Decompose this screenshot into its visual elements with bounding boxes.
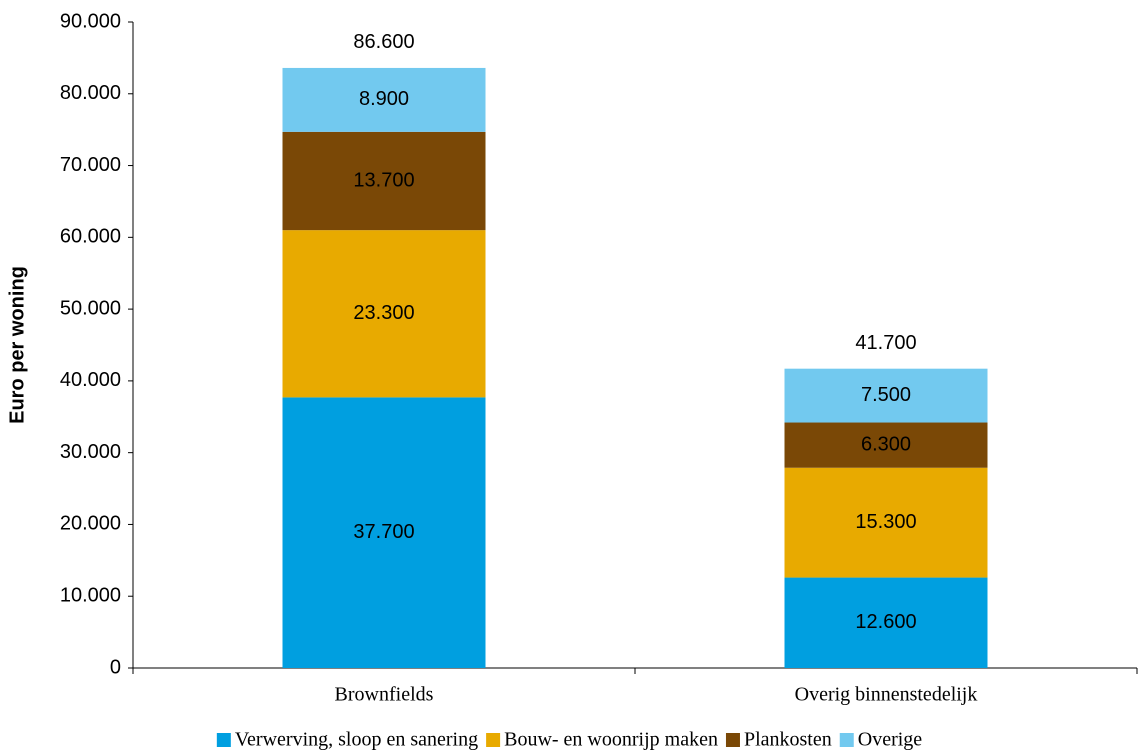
y-tick-label: 90.000: [60, 10, 121, 32]
data-label: 12.600: [855, 611, 916, 633]
data-label: 7.500: [861, 384, 911, 406]
y-tick-label: 0: [110, 656, 121, 678]
legend-swatch: [486, 733, 501, 747]
y-tick-label: 10.000: [60, 585, 121, 607]
data-label: 13.700: [353, 169, 414, 191]
y-tick-label: 80.000: [60, 82, 121, 104]
y-tick-label: 60.000: [60, 226, 121, 248]
data-label: 6.300: [861, 433, 911, 455]
legend-label: Plankosten: [744, 729, 832, 751]
legend-swatch: [839, 733, 854, 747]
bar-segment: [282, 397, 486, 668]
bar-segment: [282, 67, 486, 132]
data-label: 23.300: [353, 302, 414, 324]
total-label: 86.600: [353, 31, 414, 53]
bar-segment: [784, 368, 988, 423]
bar-segment: [784, 467, 988, 578]
data-label: 15.300: [855, 511, 916, 533]
legend-label: Overige: [858, 729, 923, 751]
y-tick-label: 50.000: [60, 297, 121, 319]
bar-segment: [282, 230, 486, 398]
y-tick-label: 30.000: [60, 441, 121, 463]
y-tick-label: 40.000: [60, 369, 121, 391]
y-tick-label: 70.000: [60, 154, 121, 176]
data-label: 37.700: [353, 521, 414, 543]
x-tick-label: Overig binnenstedelijk: [795, 684, 978, 706]
y-tick-label: 20.000: [60, 513, 121, 535]
bar-segment: [282, 131, 486, 231]
legend-label: Verwerving, sloop en sanering: [235, 729, 478, 751]
total-label: 41.700: [855, 332, 916, 354]
legend-swatch: [725, 733, 740, 747]
bar-segment: [784, 422, 988, 468]
bar-segment: [784, 577, 988, 668]
legend-label: Bouw- en woonrijp maken: [504, 729, 718, 751]
data-label: 8.900: [359, 88, 409, 110]
y-axis-label: Euro per woning: [6, 266, 28, 424]
x-tick-label: Brownfields: [335, 684, 434, 706]
legend-swatch: [216, 733, 231, 747]
